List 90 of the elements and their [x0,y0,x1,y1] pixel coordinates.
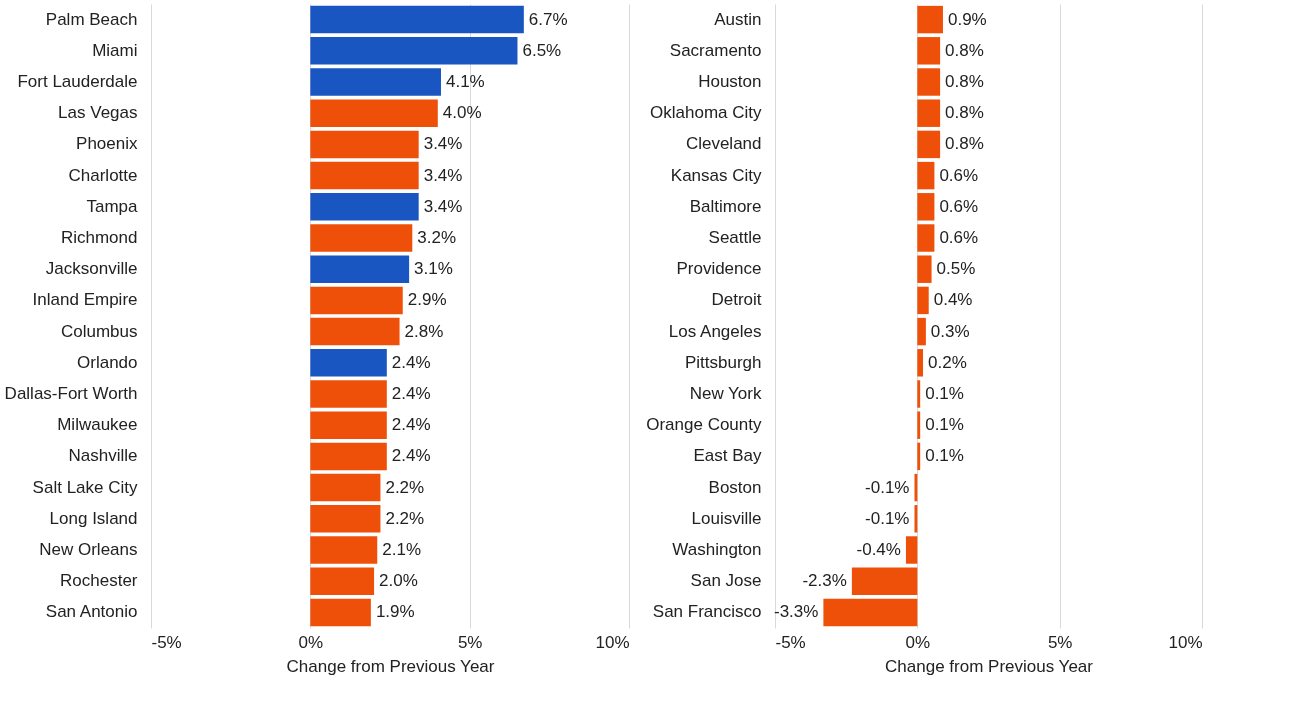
x-tick-label: 5% [1047,632,1073,652]
data-label: 2.2% [385,477,425,497]
y-tick-label: Las Vegas [58,103,138,123]
data-label: 0.1% [925,415,964,435]
data-label: 0.8% [945,134,984,154]
y-tick-label: Long Island [49,508,138,528]
data-label: 2.8% [404,321,444,341]
y-tick-label: Oklahoma City [650,103,762,123]
y-tick-label: Tampa [86,196,139,216]
data-label: 2.4% [391,352,431,372]
data-label: 3.1% [414,259,453,279]
y-tick-label: Orlando [77,352,138,372]
x-axis-title: Change from Previous Year [286,656,495,676]
data-label: -2.3% [802,571,847,591]
x-tick-label: 10% [1168,632,1203,652]
data-label: 3.4% [423,134,463,154]
y-tick-label: Charlotte [68,165,138,185]
y-tick-label: Detroit [711,290,762,310]
data-label: 0.3% [930,321,970,341]
data-label: 2.2% [385,508,425,528]
x-tick-label: 10% [595,632,630,652]
y-tick-label: Palm Beach [45,9,138,29]
data-label: -3.3% [773,602,819,622]
data-label: 4.1% [445,72,485,91]
y-tick-label: Nashville [68,446,138,466]
y-tick-label: Los Angeles [668,321,762,341]
y-tick-label: Washington [672,540,762,559]
y-tick-label: Phoenix [76,134,138,154]
data-label: 0.5% [936,259,976,279]
y-tick-label: Columbus [60,321,138,341]
y-tick-label: Houston [698,72,762,91]
data-label: 2.1% [382,540,421,559]
data-label: 0.1% [925,446,964,466]
data-label: 3.4% [423,196,463,216]
y-tick-label: Providence [676,259,762,279]
y-tick-label: San Francisco [652,602,762,622]
data-label: 2.9% [407,290,447,310]
data-label: 2.0% [379,571,418,591]
y-tick-label: Baltimore [689,196,762,216]
y-tick-label: Richmond [60,228,138,247]
y-tick-label: East Bay [693,446,762,466]
y-tick-label: San Antonio [45,602,138,622]
data-label: 0.6% [939,165,979,185]
data-label: -0.4% [856,540,901,559]
y-tick-label: Sacramento [669,40,762,60]
x-tick-label: 5% [457,632,483,652]
y-tick-label: Rochester [60,571,138,591]
data-label: 2.4% [391,384,431,403]
y-tick-label: Austin [714,9,762,29]
data-label: 3.2% [417,228,457,247]
y-tick-label: Miami [92,40,138,60]
data-label: 3.4% [423,165,463,185]
y-tick-label: Louisville [691,508,762,528]
y-tick-label: New York [689,384,762,403]
data-label: 2.4% [391,446,431,466]
data-label: 0.1% [925,384,964,403]
y-tick-label: Pittsburgh [684,352,762,372]
data-label: 0.4% [933,290,973,310]
data-label: -0.1% [865,477,910,497]
data-label: 0.8% [945,72,984,91]
data-label: 0.6% [939,228,979,247]
y-tick-label: Seattle [708,228,762,247]
y-tick-label: Milwaukee [57,415,138,435]
data-label: 6.5% [522,40,562,60]
y-tick-label: Salt Lake City [32,477,138,497]
y-tick-label: Cleveland [685,134,762,154]
x-tick-label: -5% [151,632,182,652]
data-label: 2.4% [391,415,431,435]
x-tick-label: 0% [905,632,931,652]
y-tick-label: San Jose [690,571,762,591]
y-tick-label: Orange County [646,415,762,435]
data-label: 6.7% [528,9,568,29]
y-tick-label: Fort Lauderdale [17,72,138,91]
data-label: 0.8% [945,103,984,123]
y-tick-label: Inland Empire [32,290,138,310]
y-tick-label: Jacksonville [45,259,138,279]
y-tick-label: Boston [708,477,762,497]
data-label: 0.2% [928,352,967,372]
x-tick-label: -5% [775,632,806,652]
y-tick-label: Kansas City [670,165,762,185]
data-label: 0.6% [939,196,979,216]
data-label: 0.9% [947,9,987,29]
data-label: 1.9% [375,602,415,622]
data-label: 4.0% [442,103,482,123]
x-tick-label: 0% [298,632,324,652]
y-tick-label: New Orleans [39,540,138,559]
x-axis-title: Change from Previous Year [885,656,1094,676]
y-tick-label: Dallas-Fort Worth [4,384,138,403]
data-label: -0.1% [865,508,910,528]
data-label: 0.8% [945,40,984,60]
